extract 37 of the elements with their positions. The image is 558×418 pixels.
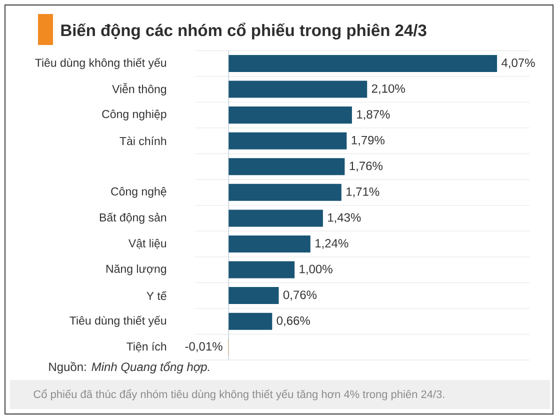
bar xyxy=(228,235,310,252)
y-tick-label: Công nghệ xyxy=(111,187,166,198)
data-label: -0,01% xyxy=(185,342,222,352)
data-label: 1,43% xyxy=(328,213,361,224)
text: Nguồn: Minh Quang tổng hợp. xyxy=(49,361,210,374)
data-label: 1,79% xyxy=(352,136,384,146)
data-label: 0,76% xyxy=(283,290,317,300)
data-label: 0,66% xyxy=(276,316,310,326)
data-label: 1,00% xyxy=(300,264,332,275)
y-tick-label: Viễn thông xyxy=(112,83,166,96)
y-tick-label: Tiêu dùng không thiết yếu xyxy=(35,58,166,70)
y-tick-label: Vật liệu xyxy=(128,238,166,250)
data-label: 1,24% xyxy=(316,239,348,249)
y-tick-label: Năng lượng xyxy=(106,264,166,276)
data-label: 1,76% xyxy=(350,162,382,172)
bar xyxy=(228,158,345,176)
y-tick-label: Tài chính xyxy=(120,136,166,146)
bar xyxy=(228,80,368,98)
y-tick-label: Y tế xyxy=(146,291,167,300)
y-tick-label: Tiện ích xyxy=(126,342,166,352)
data-label: 2,10% xyxy=(372,84,405,94)
bar xyxy=(228,210,323,227)
bar xyxy=(228,132,347,150)
text: Cổ phiếu đã thúc đẩy nhóm tiêu dùng không thiết yếu tăng hơn 4% trong phiên 24/3. xyxy=(34,389,444,400)
data-label: 1,71% xyxy=(346,187,380,198)
data-label: 4,07% xyxy=(502,58,535,68)
bar xyxy=(228,287,279,304)
data-label: 1,87% xyxy=(357,110,390,120)
y-tick-label: Công nghiệp xyxy=(102,110,166,120)
bar xyxy=(228,106,352,124)
bar xyxy=(228,54,498,72)
y-tick-label: Tiêu dùng thiết yếu xyxy=(70,316,166,327)
bar xyxy=(228,312,272,330)
y-tick-label: Bất động sản xyxy=(100,212,166,224)
bar xyxy=(228,261,295,278)
bar xyxy=(228,184,342,201)
chart-title: Biến động các nhóm cổ phiếu trong phiên 24/3 xyxy=(61,22,426,40)
